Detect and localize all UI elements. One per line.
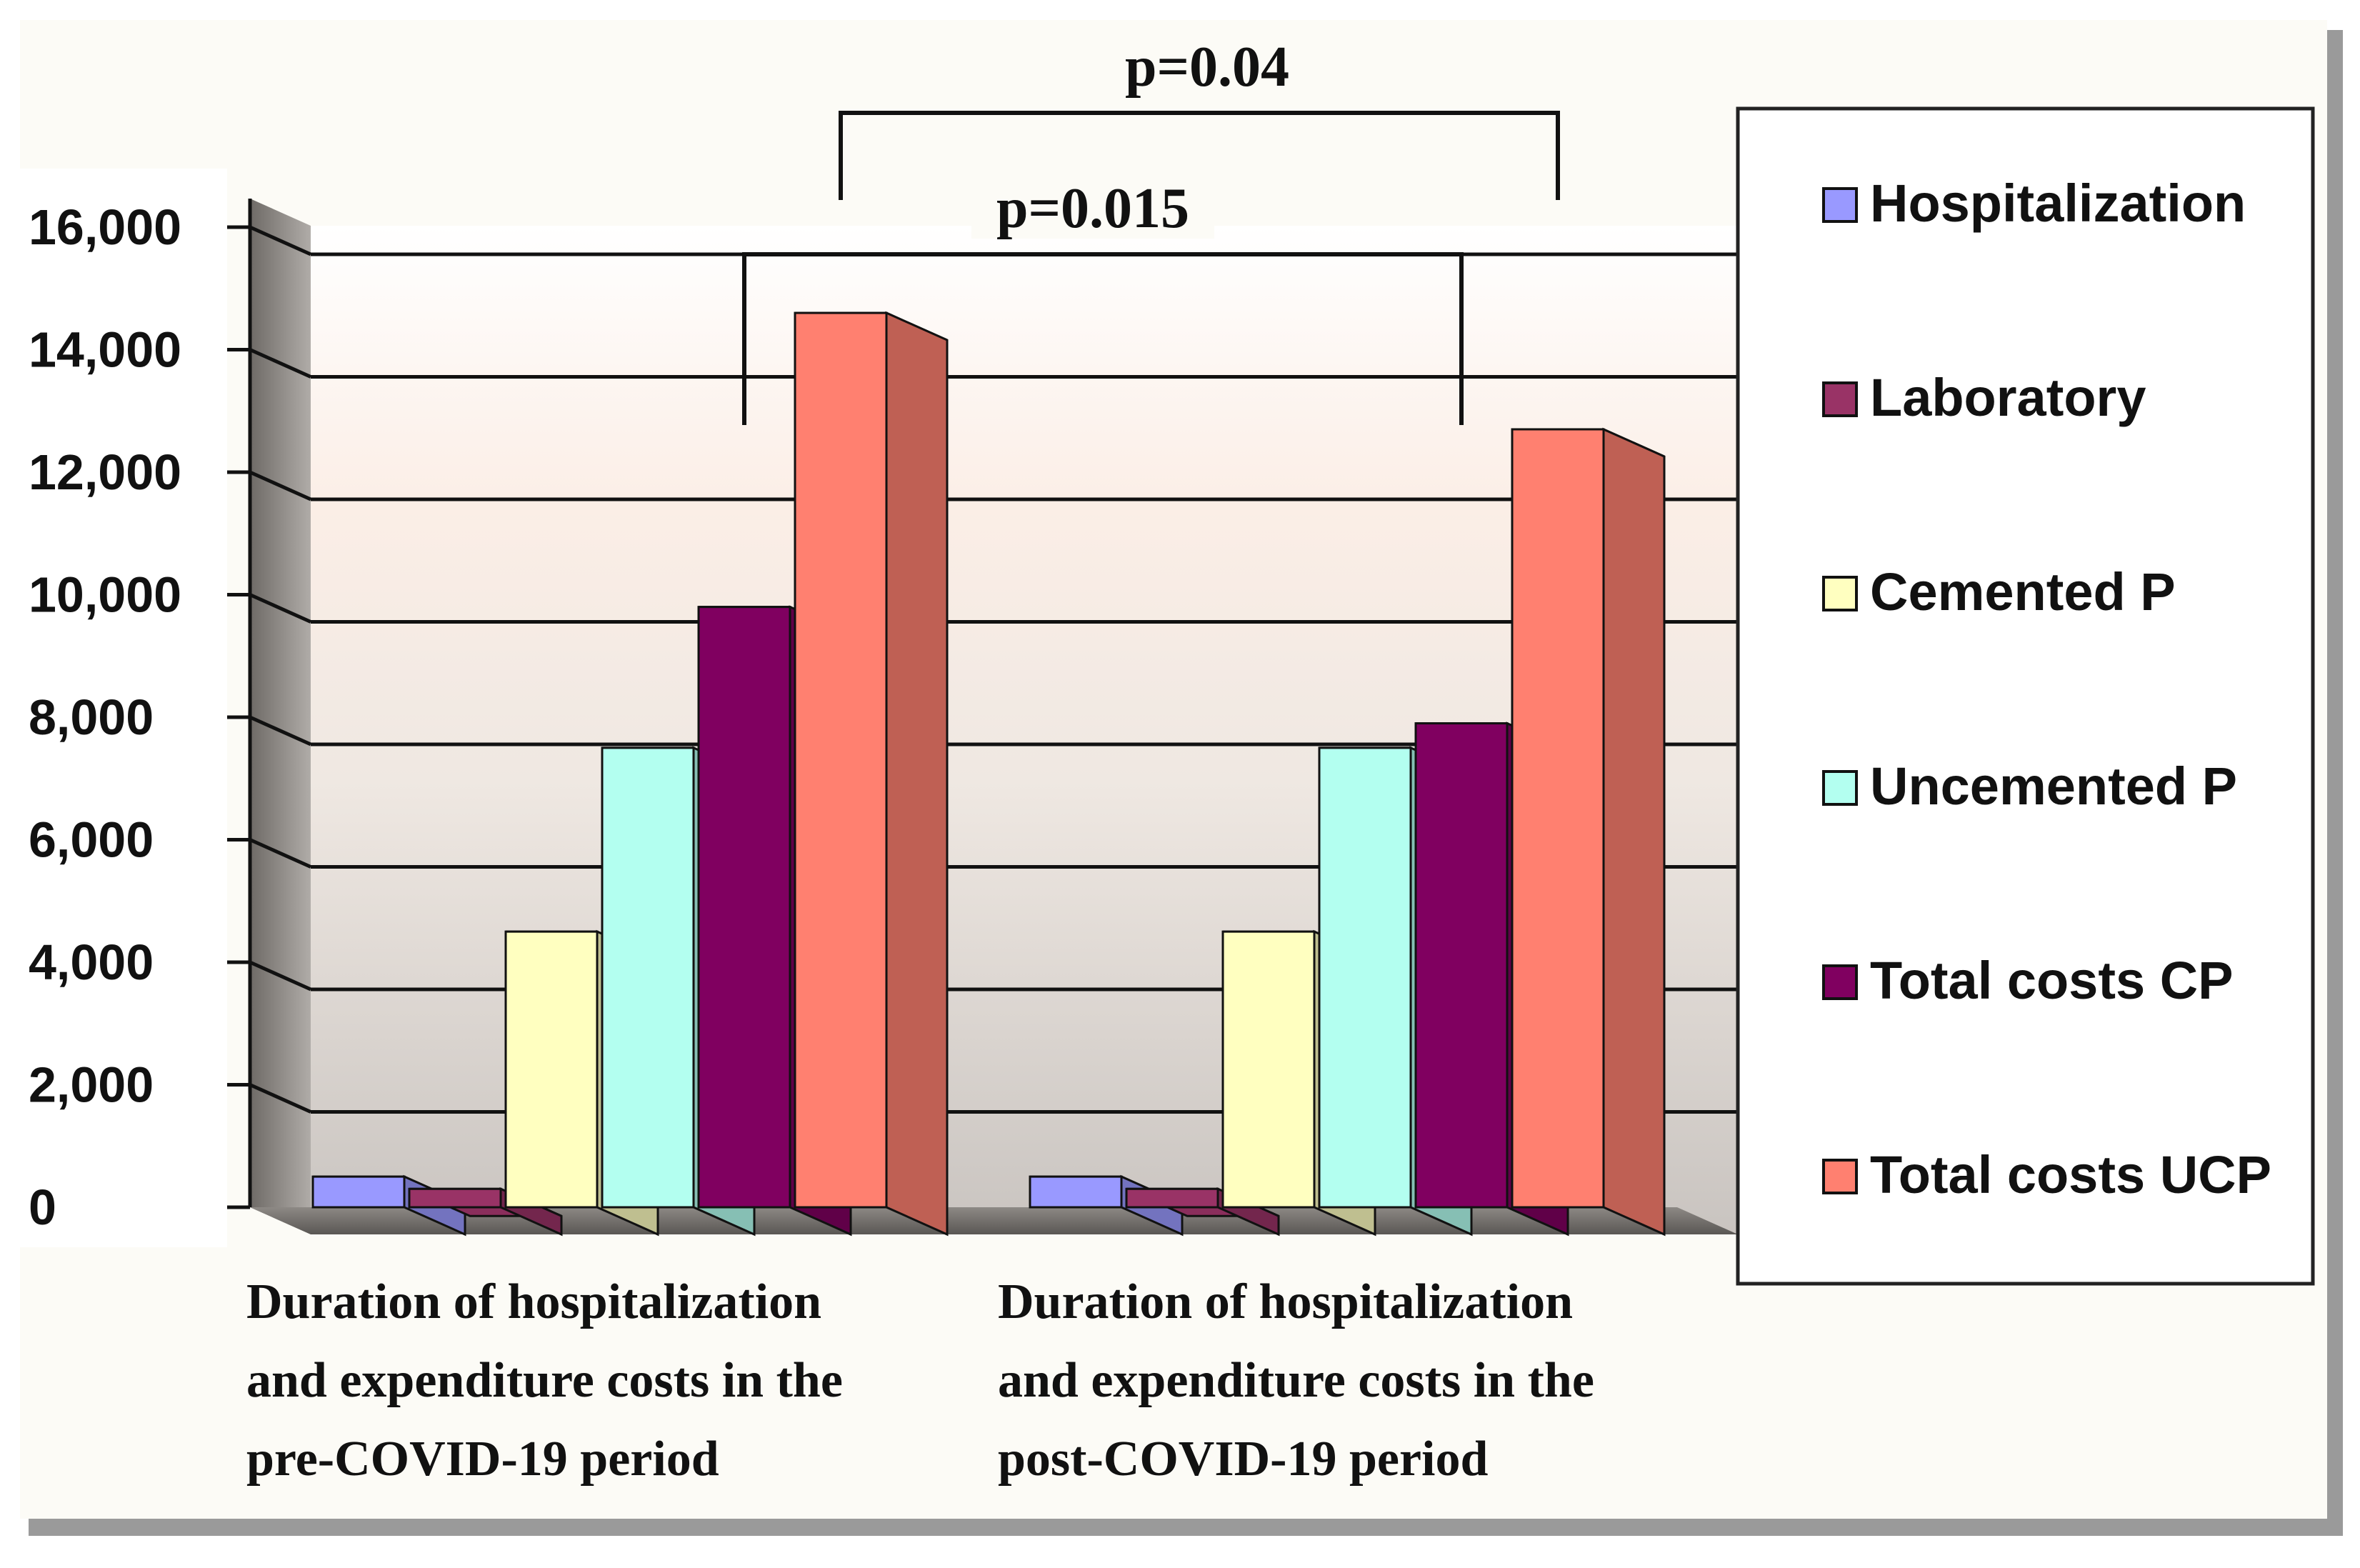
bracket-line (742, 252, 1464, 425)
bar-front-face (408, 1187, 502, 1209)
category-label-line: Duration of hospitalization (998, 1274, 1573, 1329)
legend-swatch (1822, 964, 1858, 1000)
bars (311, 311, 1666, 1237)
legend-label: Laboratory (1870, 368, 2146, 427)
legend: Hospitalization Laboratory Cemented P Uncem… (1822, 174, 2271, 1204)
significance-bracket: p=0.015 (742, 174, 1464, 425)
gridline-depth (249, 1083, 312, 1114)
y-axis-label-area (20, 169, 227, 1247)
gridline-depth (249, 715, 312, 746)
p-value-backdrop (971, 174, 1214, 239)
y-tick-label: 8,000 (29, 689, 154, 745)
significance-annotations: p=0.04 p=0.015 (742, 33, 1560, 425)
bar (794, 311, 949, 1237)
category-label-line: pre-COVID-19 period (246, 1432, 719, 1487)
legend-swatch (1822, 576, 1858, 611)
gridline-depth (249, 838, 312, 869)
y-tick-label: 12,000 (29, 444, 181, 500)
y-tick-label: 2,000 (29, 1057, 154, 1113)
legend-item: Total costs UCP (1822, 1145, 2271, 1204)
y-tick-label: 0 (29, 1179, 56, 1235)
gridline-depth (249, 470, 312, 501)
legend-item: Uncemented P (1822, 756, 2237, 816)
bar-front-face (1414, 722, 1509, 1209)
plot-side-wall (250, 199, 311, 1234)
gridline-depth (249, 225, 312, 256)
bar-front-face (1029, 1175, 1123, 1209)
bar-front-face (1318, 746, 1412, 1209)
category-labels: Duration of hospitalization and expenditu… (246, 1274, 1594, 1487)
legend-swatch (1822, 187, 1858, 223)
p-value-label: p=0.04 (1125, 36, 1289, 99)
y-tick-label: 14,000 (29, 322, 181, 378)
significance-bracket: p=0.04 (839, 33, 1560, 200)
bar-front-face (311, 1175, 406, 1209)
y-tick-label: 4,000 (29, 934, 154, 990)
legend-box (1736, 106, 2315, 1286)
legend-item: Total costs CP (1822, 951, 2234, 1010)
gridline-depth (249, 960, 312, 992)
legend-item: Laboratory (1822, 368, 2146, 427)
bar-front-face (697, 606, 791, 1209)
p-value-label: p=0.015 (996, 177, 1189, 240)
legend-label: Cemented P (1870, 562, 2176, 621)
legend-label: Hospitalization (1870, 174, 2246, 233)
y-axis: 0 2,000 4,000 6,000 8,000 10,000 12,000 14,000 1… (29, 199, 252, 1235)
legend-swatch (1822, 1159, 1858, 1194)
legend-swatch (1822, 381, 1858, 417)
bracket-line (839, 111, 1560, 200)
bar-front-face (601, 746, 695, 1209)
y-tick-label: 10,000 (29, 567, 181, 623)
legend-item: Hospitalization (1822, 174, 2246, 233)
gridline-depth (249, 593, 312, 624)
bar-front-face (1125, 1187, 1219, 1209)
legend-label: Uncemented P (1870, 756, 2237, 816)
legend-item: Cemented P (1822, 562, 2176, 621)
category-label-line: post-COVID-19 period (998, 1432, 1488, 1487)
category-label-line: Duration of hospitalization (246, 1274, 821, 1329)
legend-swatch (1822, 770, 1858, 806)
bar-side-face (885, 311, 949, 1237)
bar (1511, 427, 1666, 1237)
bar-front-face (1511, 428, 1605, 1209)
gridline-depth (249, 348, 312, 379)
legend-label: Total costs UCP (1870, 1145, 2271, 1204)
y-tick-label: 16,000 (29, 199, 181, 255)
bar-front-face (504, 930, 599, 1209)
bar-front-face (794, 311, 888, 1209)
legend-label: Total costs CP (1870, 951, 2234, 1010)
category-label-line: and expenditure costs in the (998, 1353, 1594, 1408)
bar-front-face (1221, 930, 1316, 1209)
y-tick-label: 6,000 (29, 812, 154, 868)
p-value-backdrop (1086, 33, 1329, 97)
bar-side-face (1602, 427, 1666, 1237)
category-label-line: and expenditure costs in the (246, 1353, 843, 1408)
